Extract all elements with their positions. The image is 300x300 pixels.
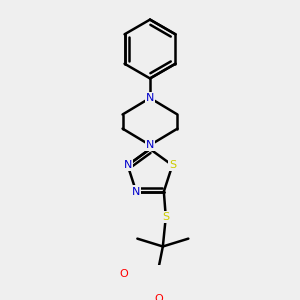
Text: N: N xyxy=(132,187,140,196)
Text: N: N xyxy=(123,160,132,170)
Text: S: S xyxy=(162,212,169,222)
Text: O: O xyxy=(120,269,128,279)
Text: N: N xyxy=(146,140,154,150)
Text: O: O xyxy=(154,294,163,300)
Text: S: S xyxy=(169,160,176,170)
Text: N: N xyxy=(146,93,154,103)
